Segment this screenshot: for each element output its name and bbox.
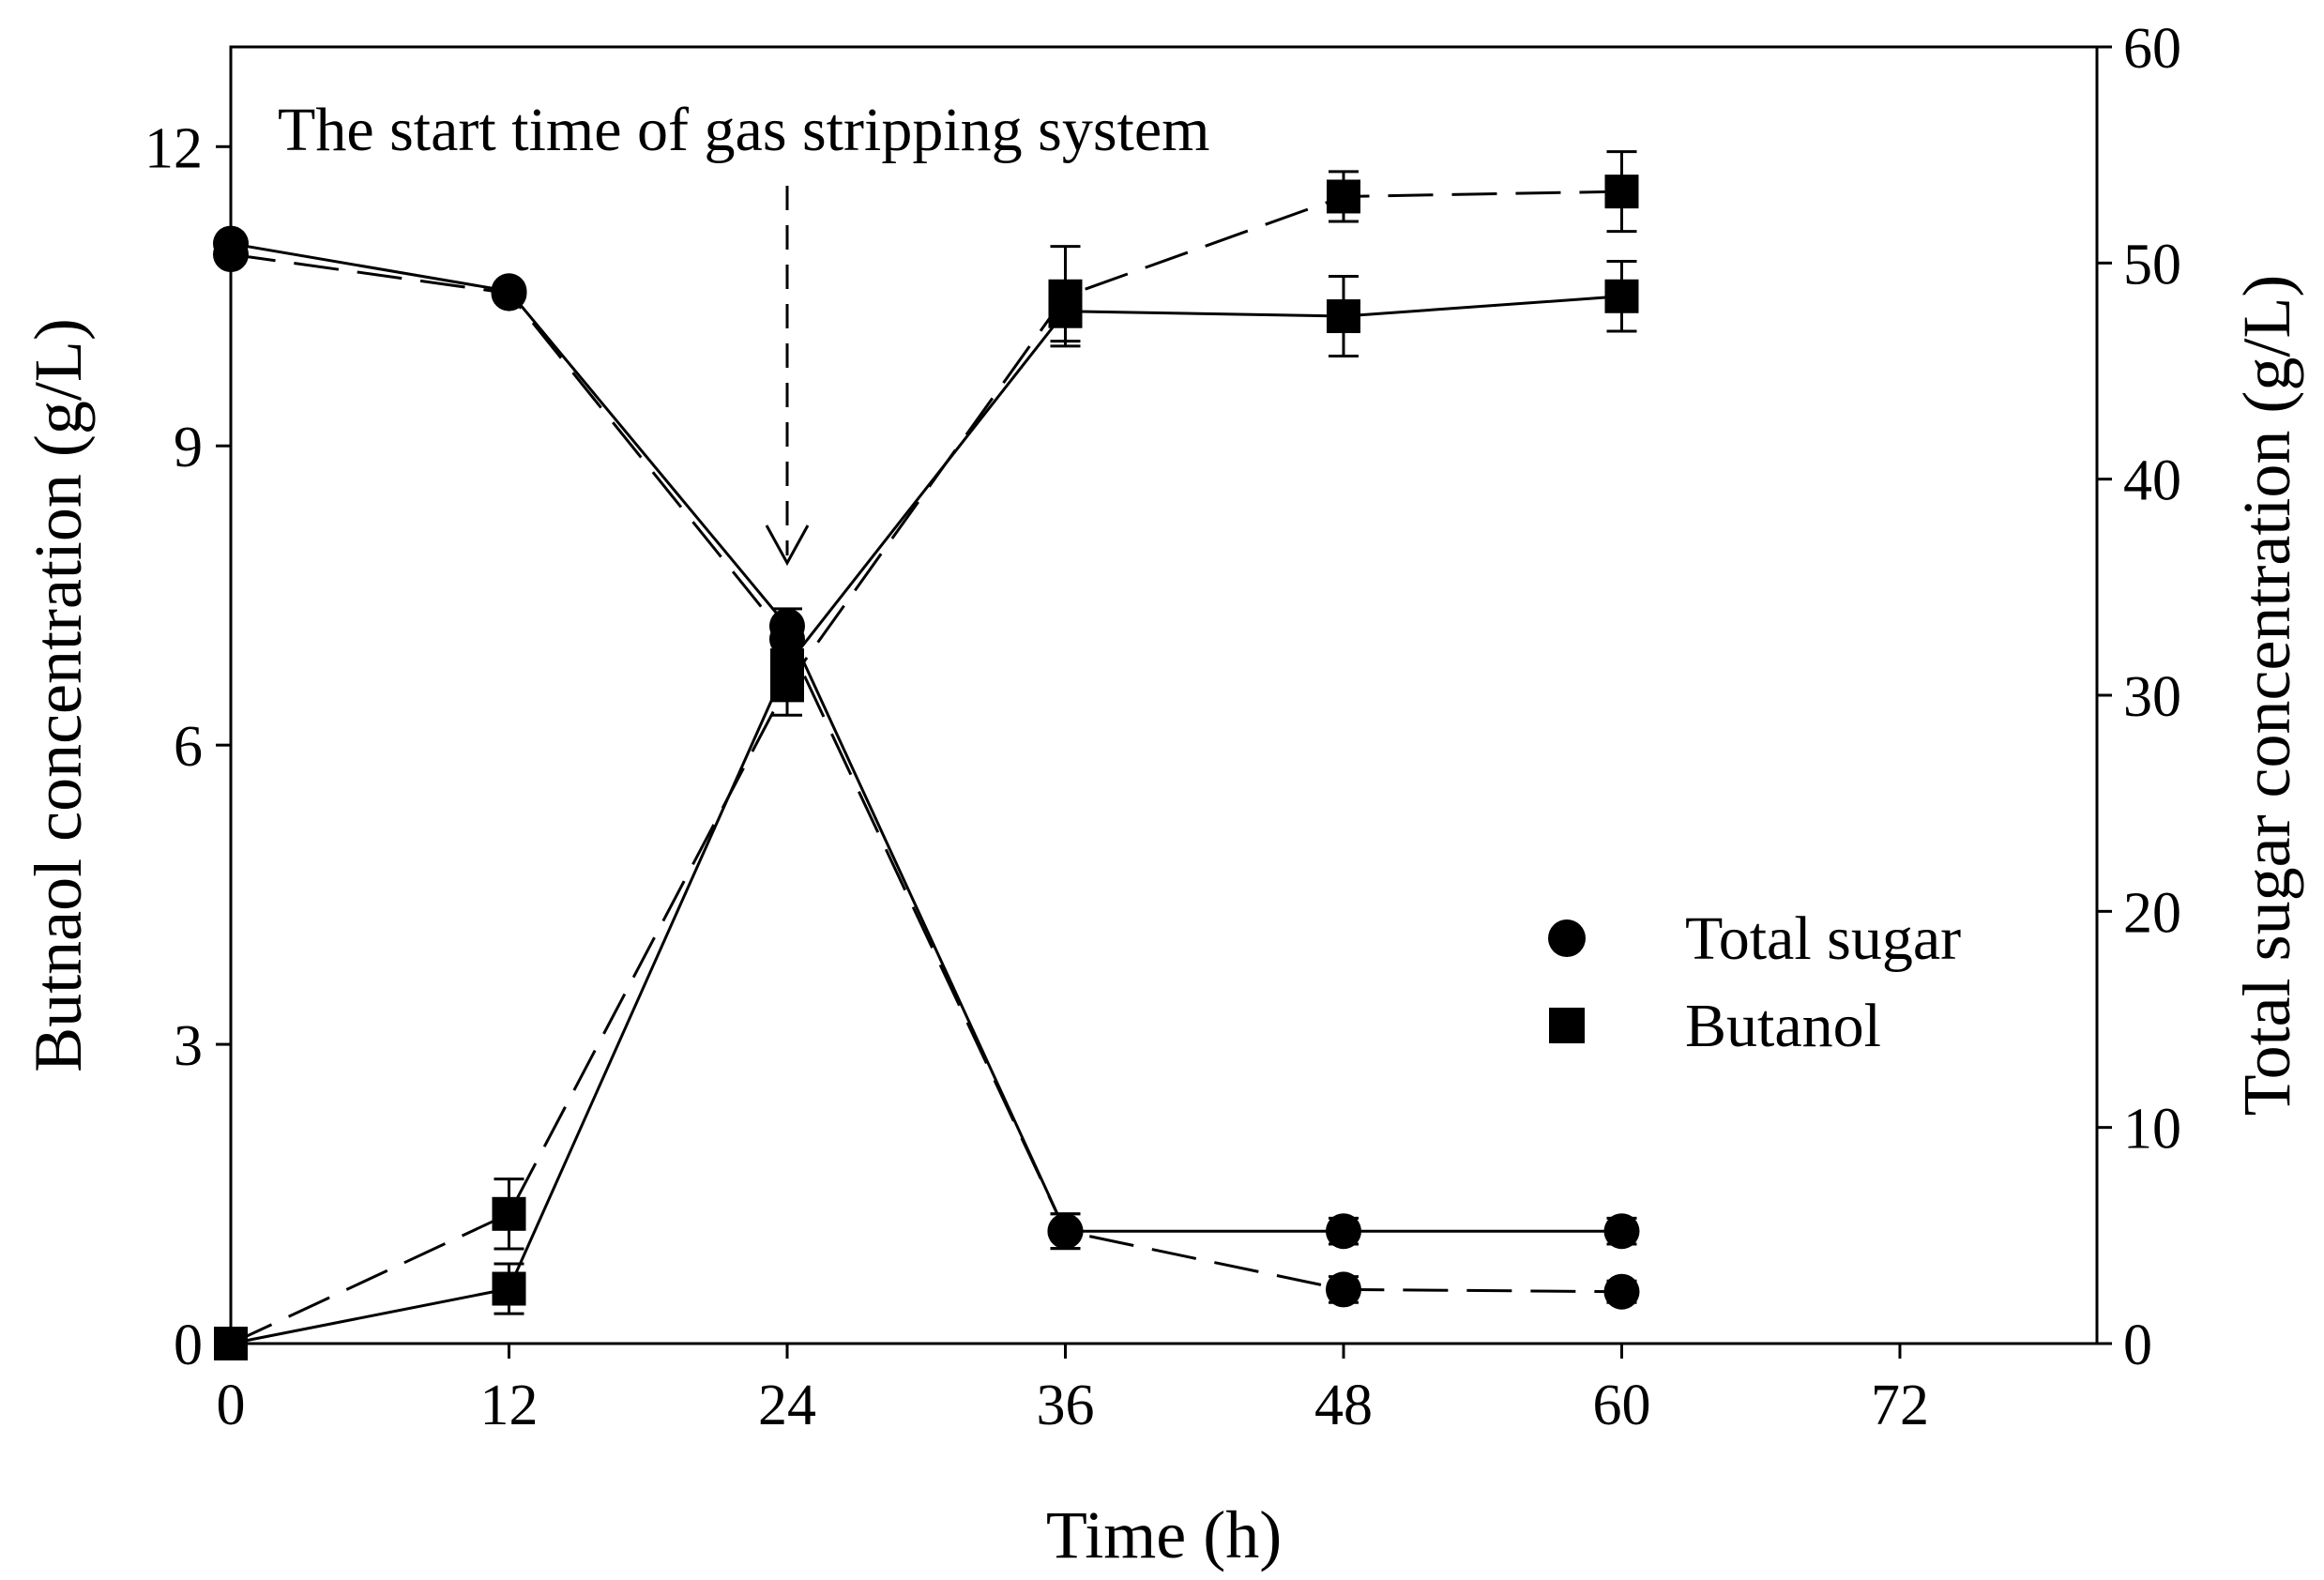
annotation-layer: The start time of gas stripping system [278, 96, 1210, 567]
x-tick-label: 12 [479, 1374, 538, 1437]
data-point-square [1604, 175, 1639, 209]
legend-layer: Total sugar Butanol [1548, 904, 1961, 1060]
y-left-tick-label: 3 [174, 1014, 203, 1078]
data-point-square [1048, 279, 1083, 313]
legend-label: Butanol [1685, 992, 1881, 1060]
x-tick-label: 48 [1314, 1374, 1373, 1437]
annotation-arrowhead [765, 524, 810, 567]
y-right-tick-label: 40 [2123, 449, 2181, 513]
series-line [230, 252, 1622, 1294]
data-point-circle [1603, 1213, 1640, 1250]
y-left-tick-label: 9 [174, 416, 203, 479]
y-left-axis-title: Butnaol concentration (g/L) [21, 318, 96, 1072]
y-right-tick-label: 10 [2123, 1098, 2181, 1162]
y-right-tick-label: 60 [2123, 17, 2181, 81]
data-point-circle [1325, 1271, 1361, 1308]
x-tick-label: 72 [1871, 1374, 1929, 1437]
x-tick-label: 36 [1036, 1374, 1094, 1437]
data-point-circle [1047, 1213, 1084, 1250]
x-axis-title: Time (h) [1046, 1497, 1282, 1572]
x-tick-label: 0 [217, 1374, 246, 1437]
annotation-text: The start time of gas stripping system [278, 96, 1210, 164]
legend-marker-square [1549, 1008, 1585, 1043]
y-left-tick-label: 0 [174, 1314, 203, 1377]
data-point-square [1326, 179, 1360, 214]
data-point-square [492, 1271, 526, 1306]
series-layer [213, 150, 1640, 1360]
y-left-tick-label: 12 [144, 116, 203, 180]
data-point-square [492, 1196, 526, 1231]
legend-label: Total sugar [1685, 904, 1961, 973]
data-point-circle [491, 275, 527, 311]
data-point-square [1604, 279, 1639, 313]
series-line [230, 190, 1622, 1345]
y-right-tick-label: 0 [2123, 1314, 2152, 1377]
y-left-tick-label: 6 [174, 715, 203, 779]
data-point-square [1326, 299, 1360, 334]
plot-frame [229, 45, 2099, 1345]
data-point-circle [1603, 1273, 1640, 1310]
y-right-tick-label: 20 [2123, 881, 2181, 945]
series-line [230, 242, 1622, 1233]
y-right-tick-label: 50 [2123, 233, 2181, 296]
x-tick-label: 24 [758, 1374, 816, 1437]
legend-marker-circle [1548, 919, 1586, 957]
y-right-tick-label: 30 [2123, 665, 2181, 729]
data-point-square [769, 668, 804, 703]
y-right-axis-title: Total sugar concentration (g/L) [2229, 275, 2304, 1117]
data-point-circle [1325, 1213, 1361, 1250]
series-line [230, 295, 1622, 1345]
x-tick-label: 60 [1592, 1374, 1650, 1437]
